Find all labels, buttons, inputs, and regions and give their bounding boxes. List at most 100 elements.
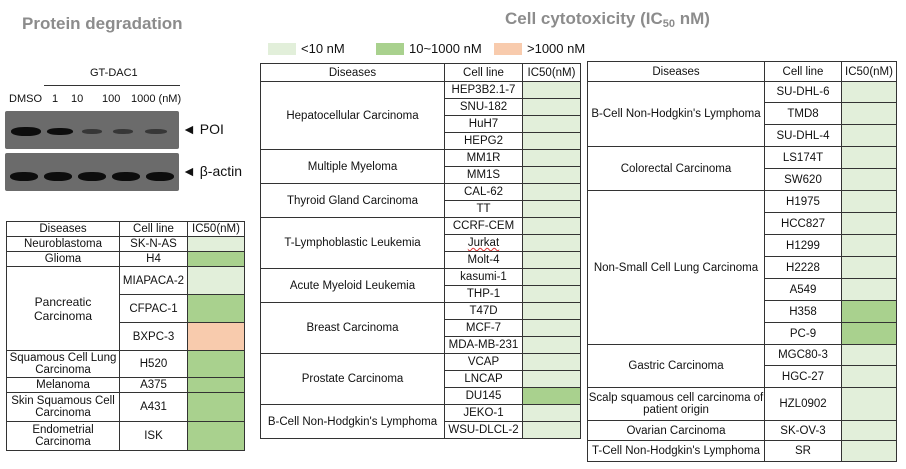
table-row: TMD8 xyxy=(588,102,897,125)
legend-swatch xyxy=(494,42,522,55)
table-row: THP-1 xyxy=(261,285,581,303)
cell-line-cell: WSU-DLCL-2 xyxy=(444,421,523,439)
cell-line-cell: TT xyxy=(444,200,523,218)
legend-label: >1000 nM xyxy=(527,41,586,56)
cell-line-cell: H520 xyxy=(119,350,188,378)
table-row: Breast Carcinoma T47D xyxy=(260,302,581,354)
disease-cell: T-Lymphoblastic Leukemia xyxy=(260,217,445,269)
cell-line-cell: A375 xyxy=(119,377,188,393)
cell-line-cell: PC-9 xyxy=(764,322,842,345)
disease-cell: Prostate Carcinoma xyxy=(260,353,445,405)
cell-line-cell: H2228 xyxy=(764,256,842,279)
cell-line-cell: MGC80-3 xyxy=(764,344,842,366)
ic50-cell xyxy=(841,124,897,147)
ic50-cell xyxy=(187,350,245,378)
table-row: CFPAC-1 xyxy=(7,294,245,323)
lane-label: 10 xyxy=(71,93,84,105)
ic50-cell xyxy=(841,420,897,441)
cell-line-cell: MM1R xyxy=(444,149,523,167)
ic50-cell xyxy=(522,166,581,184)
cell-line-cell: HEPG2 xyxy=(444,132,523,150)
table-row: Multiple Myeloma MM1R xyxy=(260,149,581,184)
table-row: Jurkat xyxy=(261,234,581,252)
cell-line-cell: THP-1 xyxy=(444,285,523,303)
disease-cell: Ovarian Carcinoma xyxy=(587,420,765,441)
cell-line-cell: H358 xyxy=(764,300,842,323)
table-row: T-Cell Non-Hodgkin's Lymphoma SR xyxy=(587,440,897,462)
middle-ic50-table: Diseases Cell line IC50(nM) Hepatocellular… xyxy=(260,63,581,439)
cell-line-cell: JEKO-1 xyxy=(444,404,523,422)
disease-cell: Glioma xyxy=(6,251,120,267)
band xyxy=(112,172,140,181)
ic50-cell xyxy=(522,336,581,354)
table-row: Pancreatic Carcinoma MIAPACA-2 xyxy=(6,266,245,351)
legend-swatch xyxy=(268,42,296,55)
table-row: Gastric Carcinoma MGC80-3 xyxy=(587,344,897,388)
table-row: MDA-MB-231 xyxy=(261,336,581,354)
cell-line-cell: A549 xyxy=(764,278,842,301)
cell-line-cell: MM1S xyxy=(444,166,523,184)
cell-line-cell: MIAPACA-2 xyxy=(119,266,188,295)
disease-cell: Colorectal Carcinoma xyxy=(587,146,765,191)
disease-cell: Gastric Carcinoma xyxy=(587,344,765,388)
cell-line-cell: kasumi-1 xyxy=(444,268,523,286)
legend-label: <10 nM xyxy=(301,41,345,56)
table-row: BXPC-3 xyxy=(7,322,245,351)
ic50-cell xyxy=(841,256,897,279)
table-row: WSU-DLCL-2 xyxy=(261,421,581,439)
disease-cell: Endometrial Carcinoma xyxy=(6,421,120,451)
band xyxy=(78,172,106,181)
cell-line-cell: MDA-MB-231 xyxy=(444,336,523,354)
header-ic50: IC50(nM) xyxy=(187,221,245,237)
header-cell-line: Cell line xyxy=(764,61,842,82)
drug-label: GT-DAC1 xyxy=(90,67,138,79)
table-row: HuH7 xyxy=(261,115,581,133)
ic50-cell xyxy=(187,322,245,351)
disease-cell: Acute Myeloid Leukemia xyxy=(260,268,445,303)
band xyxy=(47,128,73,135)
title-main: Cell cytotoxicity (IC xyxy=(505,9,663,28)
ic50-cell xyxy=(522,217,581,235)
cell-line-cell: CCRF-CEM xyxy=(444,217,523,235)
cell-line-cell: LS174T xyxy=(764,146,842,169)
actin-blot xyxy=(5,153,179,191)
ic50-cell xyxy=(522,132,581,150)
header-diseases: Diseases xyxy=(6,221,120,237)
table-row: H1299 xyxy=(588,234,897,257)
band xyxy=(146,172,174,181)
cell-line-cell: BXPC-3 xyxy=(119,322,188,351)
ic50-cell xyxy=(841,190,897,213)
table-row: Skin Squamous Cell Carcinoma A431 xyxy=(6,392,245,422)
drug-line xyxy=(44,85,180,86)
right-ic50-table: Diseases Cell line IC50(nM) B-Cell Non-Hod… xyxy=(587,61,897,462)
ic50-cell xyxy=(522,200,581,218)
cell-line-text: Jurkat xyxy=(467,237,500,249)
ic50-cell xyxy=(522,285,581,303)
disease-cell: Pancreatic Carcinoma xyxy=(6,266,120,351)
ic50-cell xyxy=(187,266,245,295)
ic50-cell xyxy=(841,81,897,103)
ic50-cell xyxy=(522,183,581,201)
cell-line-cell: Jurkat xyxy=(444,234,523,252)
legend-item-low: <10 nM xyxy=(268,41,345,56)
disease-cell: Thyroid Gland Carcinoma xyxy=(260,183,445,218)
cell-line-cell: SNU-182 xyxy=(444,98,523,116)
ic50-cell xyxy=(841,102,897,125)
ic50-cell xyxy=(522,421,581,439)
cell-line-cell: SR xyxy=(764,440,842,462)
cell-line-cell: VCAP xyxy=(444,353,523,371)
table-row: Non-Small Cell Lung Carcinoma H1975 xyxy=(587,190,897,345)
header-cell-line: Cell line xyxy=(119,221,188,237)
ic50-cell xyxy=(841,212,897,235)
table-row: Scalp squamous cell carcinoma of patient… xyxy=(587,387,897,421)
table-row: PC-9 xyxy=(588,322,897,345)
table-row: B-Cell Non-Hodgkin's Lymphoma JEKO-1 xyxy=(260,404,581,439)
cell-line-cell: SK-N-AS xyxy=(119,236,188,252)
ic50-cell xyxy=(522,268,581,286)
cell-line-cell: A431 xyxy=(119,392,188,422)
ic50-cell xyxy=(187,236,245,252)
ic50-cell xyxy=(841,322,897,345)
cell-line-cell: MCF-7 xyxy=(444,319,523,337)
ic50-cell xyxy=(187,377,245,393)
ic50-cell xyxy=(522,319,581,337)
